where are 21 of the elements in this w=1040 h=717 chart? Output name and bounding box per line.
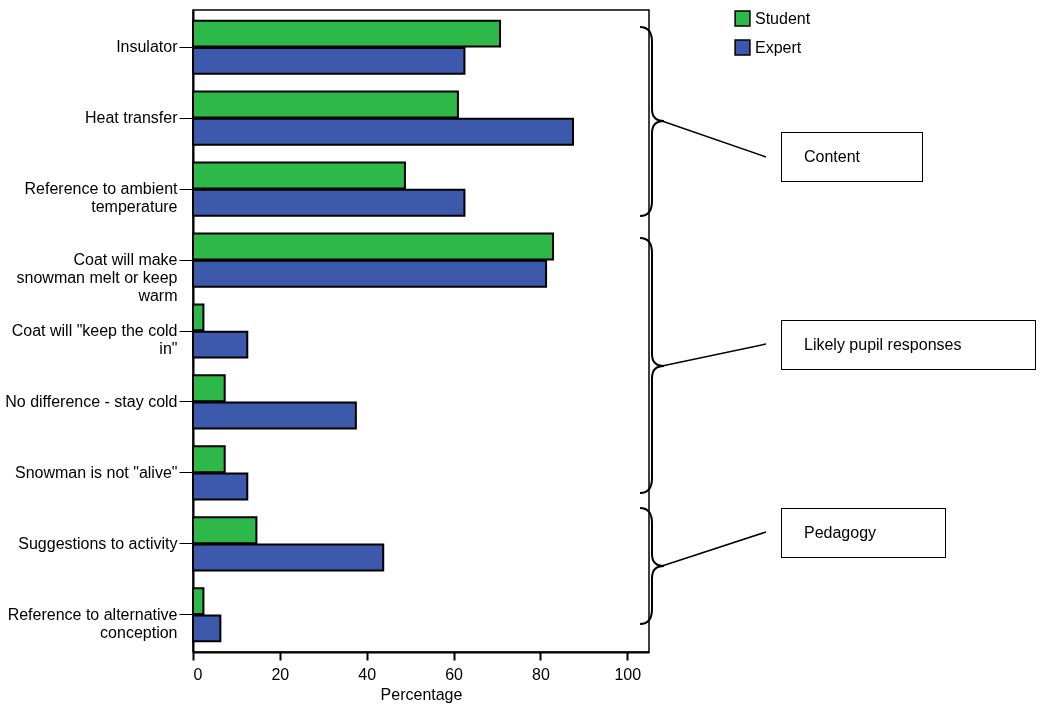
y-tick-label: Insulator xyxy=(116,38,179,56)
y-tick-label: Coat will make snowman melt or keep warm xyxy=(16,251,178,305)
x-axis-title: Percentage xyxy=(380,685,463,703)
text: Pedagogy xyxy=(781,508,946,558)
x-tick-label: 20 xyxy=(271,665,290,683)
y-tick-label: Reference to alternative conception xyxy=(7,605,178,641)
legend-label: Student xyxy=(755,9,811,27)
legend-label: Expert xyxy=(755,38,802,56)
y-tick-label: Coat will "keep the cold in" xyxy=(11,322,178,357)
y-tick-label: Heat transfer xyxy=(85,109,179,127)
text: Content xyxy=(781,132,923,182)
x-tick-label: 100 xyxy=(614,665,642,683)
x-tick-label: 80 xyxy=(532,665,550,683)
text: Likely pupil responses xyxy=(781,320,1036,370)
x-tick-label: 0 xyxy=(193,665,203,683)
x-tick-label: 60 xyxy=(445,665,464,683)
x-tick-label: 40 xyxy=(358,665,377,683)
y-tick-label: Snowman is not "alive" xyxy=(14,463,178,481)
y-tick-label: No difference - stay cold xyxy=(5,392,178,410)
y-tick-label: Suggestions to activity xyxy=(18,534,178,552)
y-tick-label: Reference to ambient temperature xyxy=(24,180,179,216)
